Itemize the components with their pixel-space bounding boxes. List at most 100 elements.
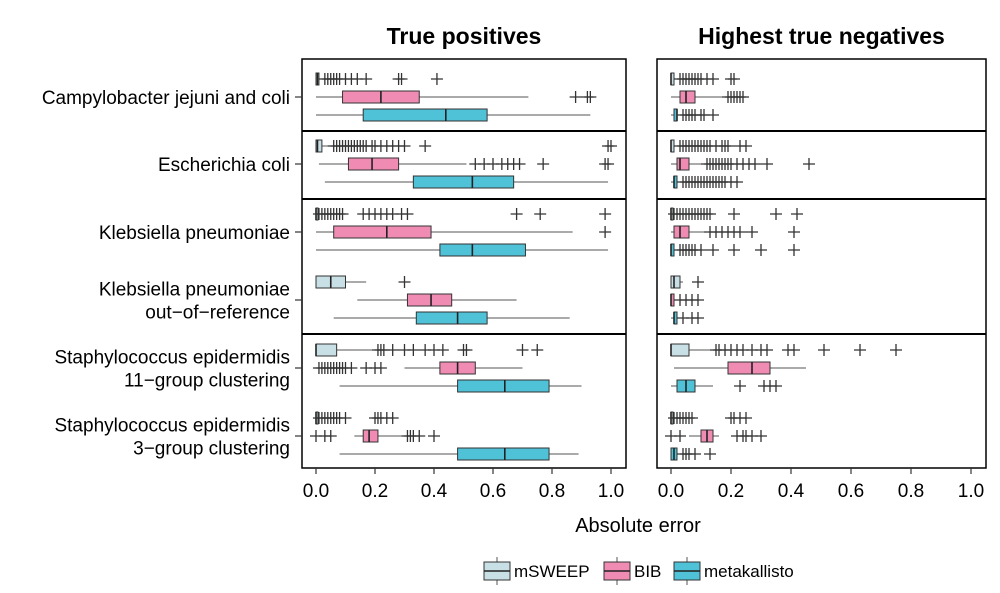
outlier-point (731, 176, 743, 188)
outlier-point (428, 430, 440, 442)
outlier-point (336, 208, 349, 220)
x-tick-label: 0.0 (658, 481, 684, 502)
row-label: Staphylococcus epidermidis 11−group clust… (54, 348, 290, 392)
boxplot-msweep (668, 411, 752, 425)
outlier-point (761, 158, 773, 170)
boxplot-bib (670, 293, 704, 307)
box (415, 311, 488, 325)
outlier-point (584, 91, 597, 103)
box (315, 343, 338, 357)
boxplot-metakallisto (339, 447, 579, 461)
outlier-point (689, 448, 701, 460)
panel-frame (656, 58, 987, 469)
boxplot-bib (316, 90, 597, 104)
panel-highest-true-negatives: Highest true negatives (656, 23, 987, 469)
x-tick-label: 0.6 (838, 481, 864, 502)
x-tick-label: 0.0 (303, 481, 329, 502)
boxplot-bib (674, 361, 806, 375)
x-tick-label: 1.0 (598, 481, 624, 502)
outlier-point (516, 344, 529, 356)
outlier-point (513, 158, 526, 170)
box (457, 447, 550, 461)
box (670, 275, 681, 289)
x-tick-label: 0.2 (362, 481, 388, 502)
row-label-line: Campylobacter jejuni and coli (42, 88, 290, 109)
outlier-point (728, 208, 740, 220)
outlier-point (749, 158, 761, 170)
outlier-point (707, 244, 719, 256)
boxplot-msweep (670, 343, 902, 357)
outlier-point (360, 73, 373, 85)
outlier-point (401, 208, 414, 220)
outlier-point (602, 158, 615, 170)
box (457, 379, 550, 393)
boxplot-bib (310, 429, 440, 443)
outlier-point (460, 344, 473, 356)
outlier-point (791, 208, 803, 220)
box (727, 361, 771, 375)
row-label: Staphylococcus epidermidis 3−group cluste… (54, 416, 290, 460)
box (679, 90, 696, 104)
box (673, 225, 690, 239)
outlier-point (890, 344, 902, 356)
panel-title: Highest true negatives (698, 23, 945, 49)
outlier-point (854, 344, 866, 356)
boxplot-msweep (668, 207, 803, 221)
row-label-line: out−of−reference (145, 303, 290, 324)
boxplot-metakallisto (670, 447, 716, 461)
outlier-point (345, 362, 358, 374)
box (362, 429, 379, 443)
boxplot-metakallisto (671, 175, 743, 189)
outlier-point (788, 244, 800, 256)
outlier-point (746, 226, 758, 238)
boxplot-msweep (315, 72, 443, 86)
outlier-point (755, 430, 767, 442)
boxplot-metakallisto (671, 108, 719, 122)
outlier-point (728, 244, 740, 256)
legend-item-metakallisto: metakallisto (673, 557, 794, 585)
x-tick-label: 0.4 (421, 481, 448, 502)
outlier-point (770, 380, 782, 392)
boxplot-msweep (312, 207, 612, 221)
outlier-point (419, 140, 432, 152)
boxplot-metakallisto (316, 108, 591, 122)
boxplot-metakallisto (333, 311, 570, 325)
outlier-point (407, 344, 420, 356)
legend-item-bib: BIB (603, 557, 661, 585)
row-label: Klebsiella pneumoniae out−of−reference (99, 280, 290, 324)
box (362, 108, 488, 122)
panel-true-positives: True positives (301, 23, 627, 469)
outlier-point (728, 73, 740, 85)
row-label-line: Staphylococcus epidermidis (54, 348, 290, 369)
outlier-point (599, 226, 612, 238)
outlier-point (692, 312, 704, 324)
boxplot-bib (318, 157, 615, 171)
boxplot-metakallisto (670, 243, 800, 257)
boxplot-metakallisto (671, 311, 704, 325)
legend-label: mSWEEP (514, 562, 590, 581)
outlier-point (707, 109, 719, 121)
boxplot-bib (671, 157, 815, 171)
outlier-point (339, 412, 352, 424)
boxplot-msweep (315, 275, 411, 289)
boxplot-bib (357, 293, 517, 307)
outlier-point (692, 276, 704, 288)
row-label: Campylobacter jejuni and coli (42, 88, 290, 109)
x-tick-label: 0.4 (778, 481, 805, 502)
boxplot-msweep (670, 275, 704, 289)
outlier-point (818, 344, 830, 356)
x-tick-label: 0.8 (539, 481, 565, 502)
outlier-point (788, 226, 800, 238)
boxplot-bib (316, 225, 612, 239)
row-label-line: Staphylococcus epidermidis (54, 416, 290, 437)
boxplot-metakallisto (316, 243, 609, 257)
box (406, 293, 453, 307)
outlier-point (374, 362, 387, 374)
box (315, 139, 323, 153)
box (676, 157, 690, 171)
outlier-point (599, 208, 612, 220)
outlier-point (755, 244, 767, 256)
outlier-point (704, 448, 716, 460)
outlier-point (734, 226, 746, 238)
